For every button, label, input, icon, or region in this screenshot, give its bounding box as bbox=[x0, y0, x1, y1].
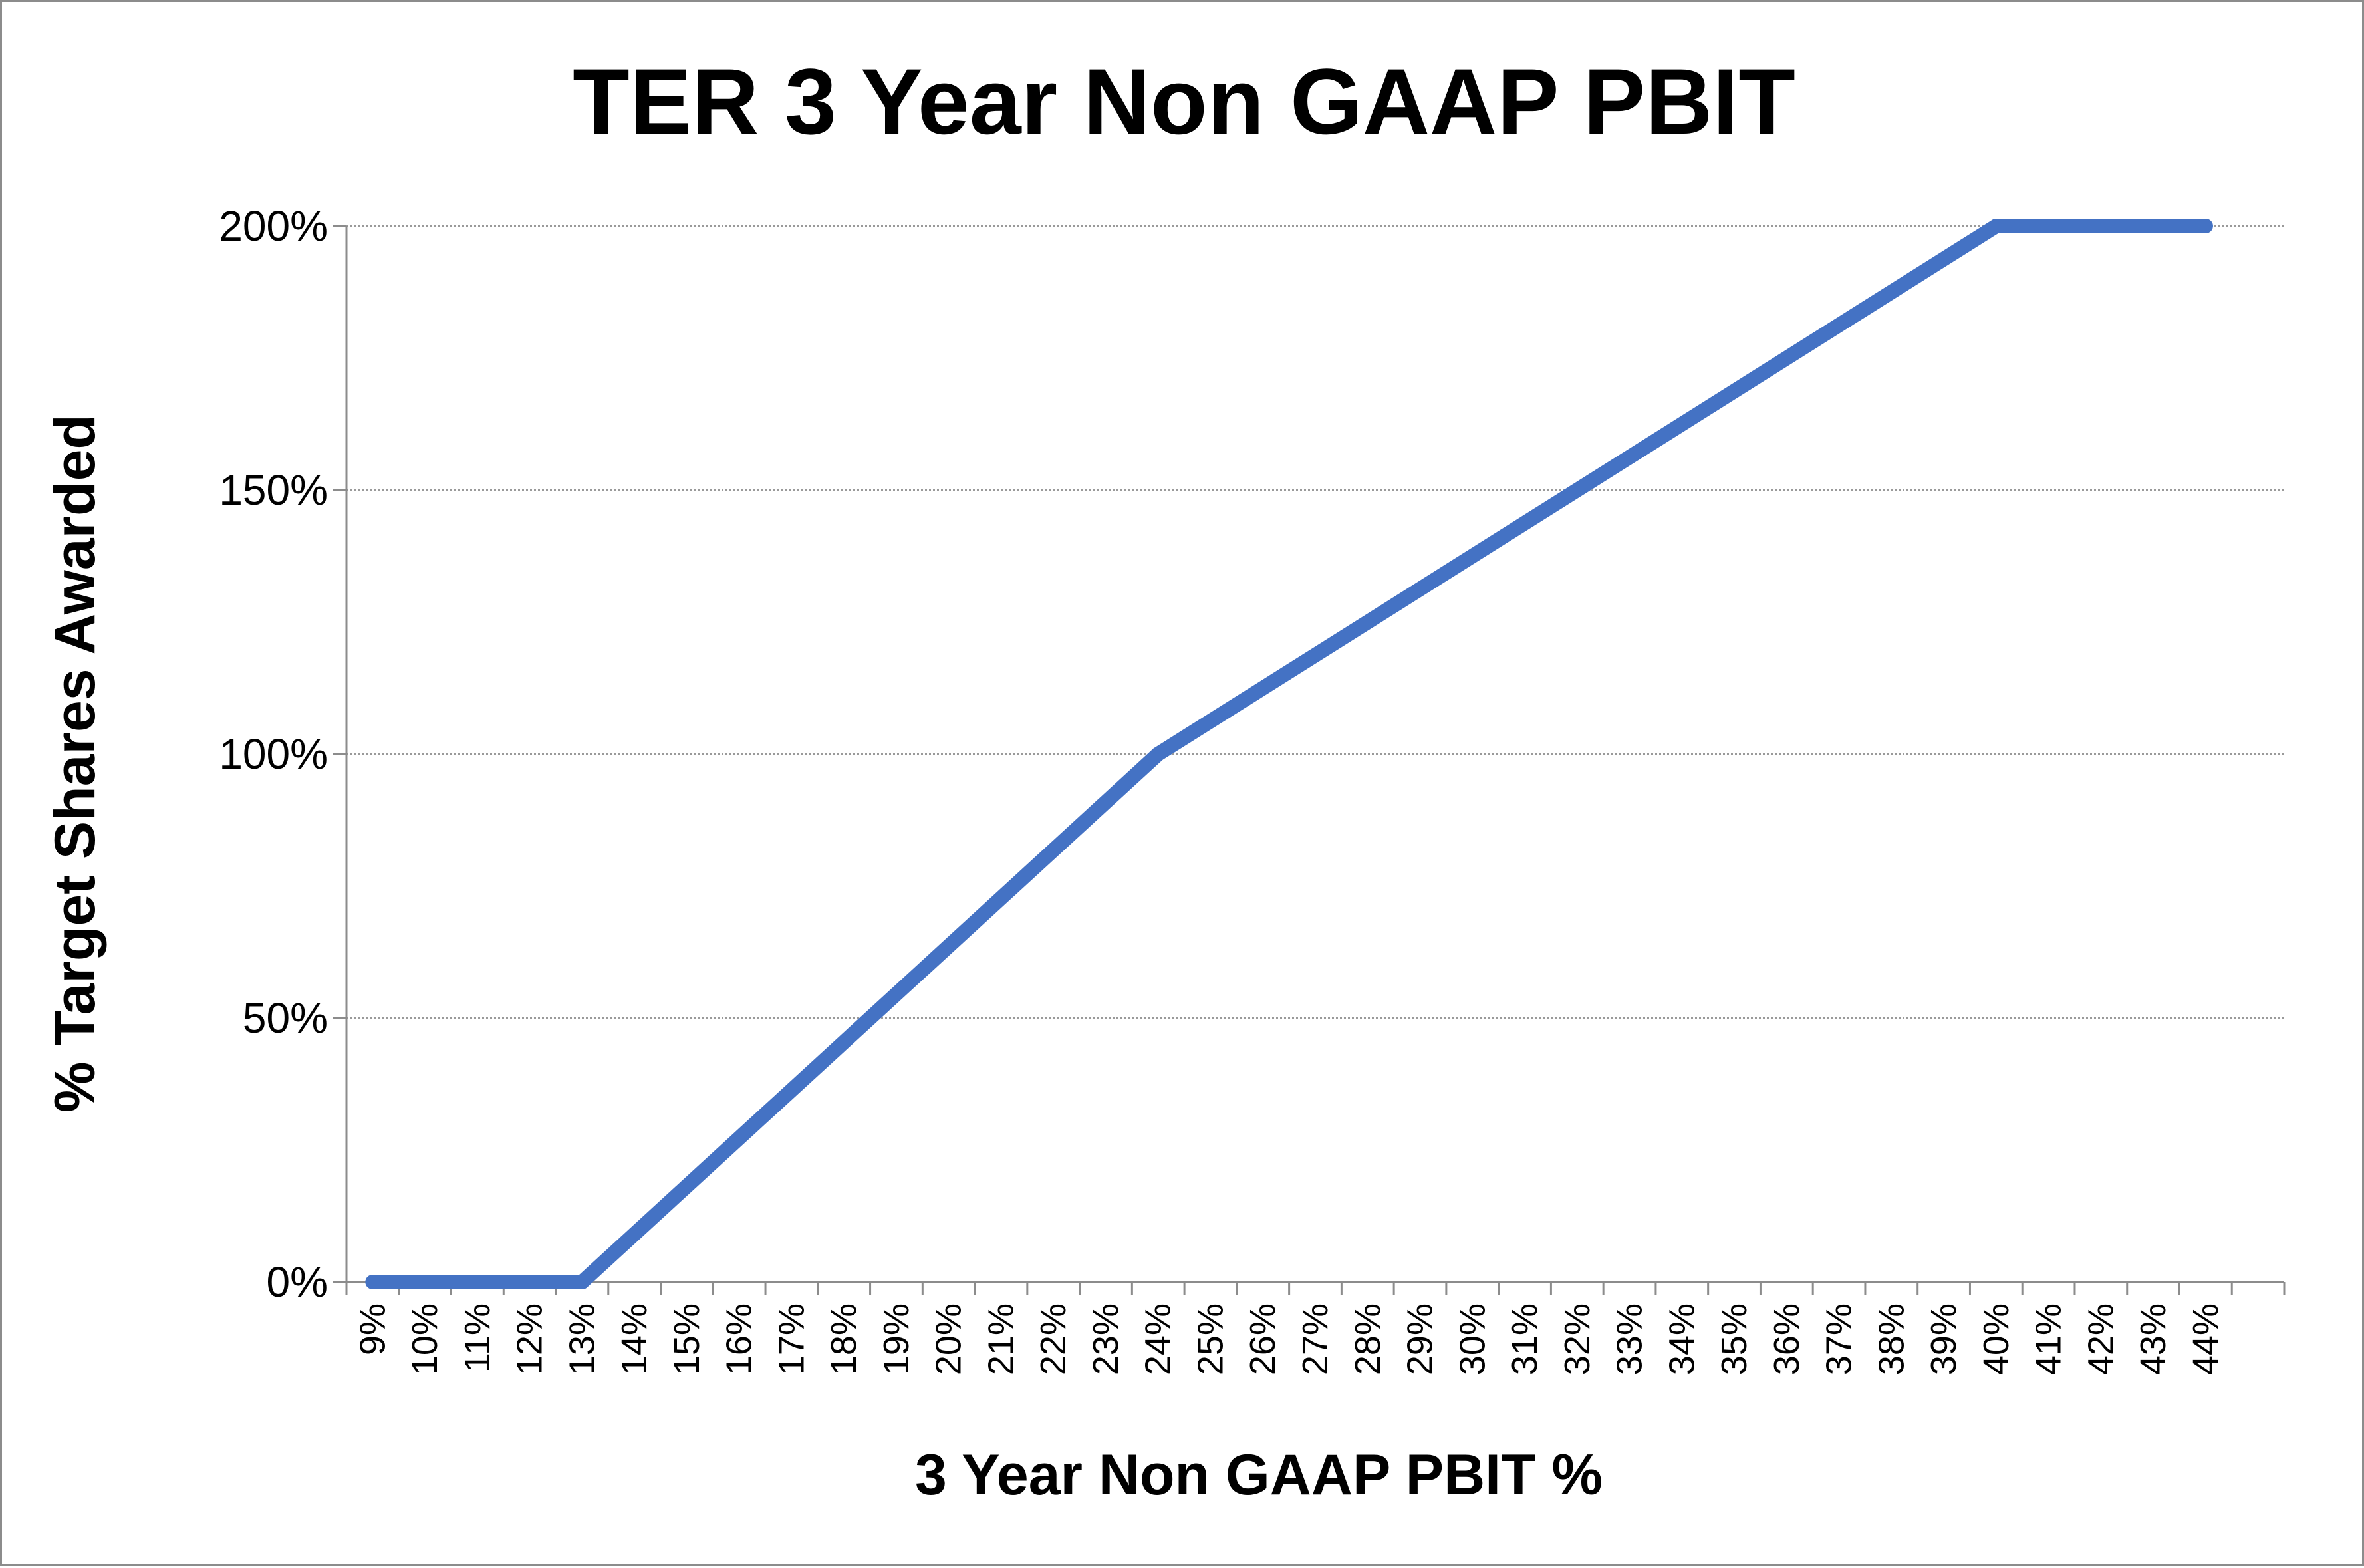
chart-title: TER 3 Year Non GAAP PBIT bbox=[573, 49, 1795, 154]
x-tick-label: 20% bbox=[929, 1303, 969, 1375]
x-axis-title: 3 Year Non GAAP PBIT % bbox=[915, 1443, 1603, 1507]
x-tick-label: 17% bbox=[771, 1303, 811, 1375]
x-tick-label: 36% bbox=[1767, 1303, 1807, 1375]
x-tick-label: 15% bbox=[667, 1303, 707, 1375]
x-tick-label: 10% bbox=[405, 1303, 445, 1375]
x-tick-label: 11% bbox=[458, 1303, 497, 1372]
y-tick-label: 200% bbox=[219, 202, 328, 250]
x-tick-label: 39% bbox=[1924, 1303, 1964, 1375]
y-axis-title: % Target Shares Awarded bbox=[43, 414, 107, 1112]
x-tick-label: 22% bbox=[1033, 1303, 1073, 1375]
x-tick-label: 14% bbox=[614, 1303, 654, 1375]
y-tick-label: 0% bbox=[267, 1258, 328, 1306]
x-tick-label: 18% bbox=[824, 1303, 864, 1375]
x-tick-label: 42% bbox=[2081, 1303, 2121, 1375]
x-tick-label: 23% bbox=[1086, 1303, 1126, 1375]
y-tick-label: 50% bbox=[243, 994, 328, 1042]
x-tick-label: 21% bbox=[981, 1303, 1021, 1375]
x-tick-label: 43% bbox=[2133, 1303, 2173, 1375]
x-tick-label: 30% bbox=[1452, 1303, 1492, 1375]
x-tick-label: 44% bbox=[2186, 1303, 2226, 1375]
x-tick-label: 40% bbox=[1976, 1303, 2016, 1375]
x-tick-label: 13% bbox=[562, 1303, 602, 1375]
x-tick-label: 12% bbox=[510, 1303, 550, 1375]
data-point bbox=[2198, 219, 2213, 233]
x-tick-label: 34% bbox=[1662, 1303, 1702, 1375]
x-tick-label: 32% bbox=[1557, 1303, 1597, 1375]
x-tick-label: 29% bbox=[1400, 1303, 1440, 1375]
x-tick-label: 31% bbox=[1505, 1303, 1545, 1375]
data-point bbox=[575, 1275, 590, 1289]
x-tick-label: 28% bbox=[1348, 1303, 1388, 1375]
data-point bbox=[365, 1275, 380, 1289]
x-tick-label: 9% bbox=[352, 1303, 392, 1355]
x-tick-label: 41% bbox=[2029, 1303, 2069, 1375]
x-tick-label: 19% bbox=[876, 1303, 916, 1375]
x-tick-label: 35% bbox=[1714, 1303, 1754, 1375]
x-tick-label: 37% bbox=[1819, 1303, 1859, 1375]
data-point bbox=[1150, 747, 1166, 761]
x-tick-label: 38% bbox=[1871, 1303, 1911, 1375]
y-tick-label: 100% bbox=[219, 730, 328, 778]
x-tick-label: 33% bbox=[1610, 1303, 1650, 1375]
x-tick-label: 26% bbox=[1243, 1303, 1283, 1375]
x-tick-label: 24% bbox=[1138, 1303, 1178, 1375]
x-tick-label: 25% bbox=[1190, 1303, 1230, 1375]
y-tick-label: 150% bbox=[219, 466, 328, 514]
x-tick-label: 16% bbox=[720, 1303, 759, 1375]
data-point bbox=[1988, 219, 2004, 233]
x-tick-label: 27% bbox=[1295, 1303, 1335, 1375]
